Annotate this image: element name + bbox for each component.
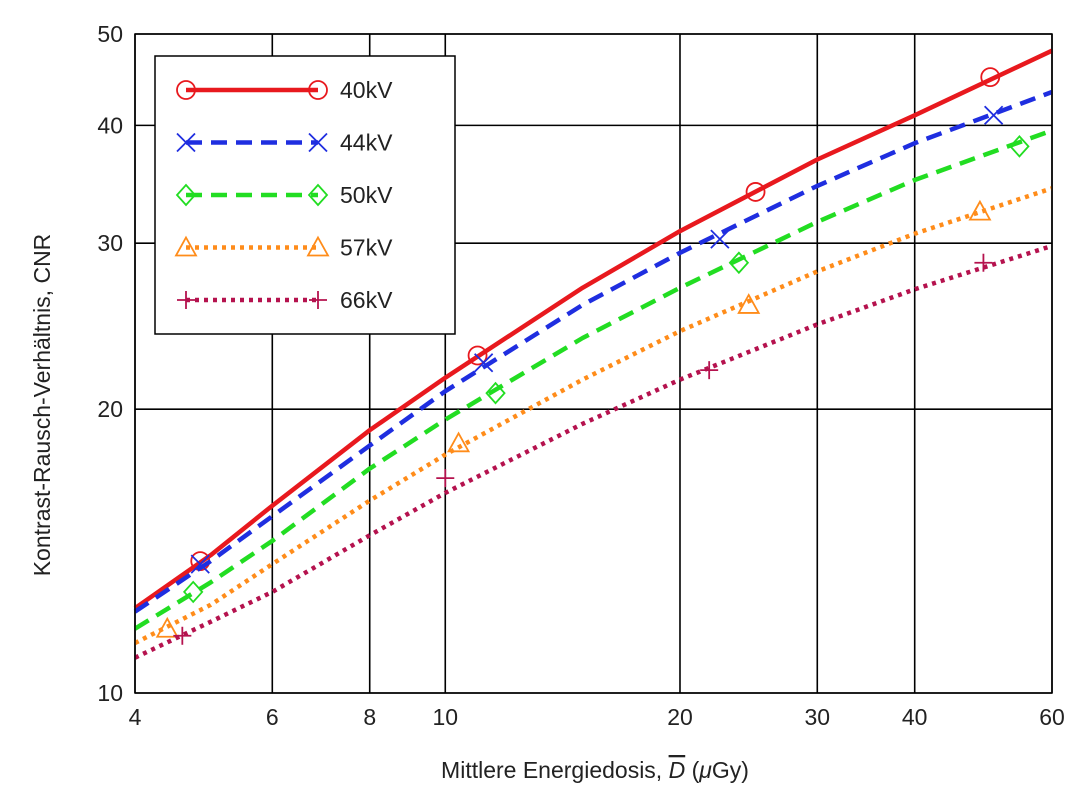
plot-frame xyxy=(134,33,1053,694)
legend-entry-40kV: 40kV xyxy=(176,77,393,103)
x-axis-title-prefix: Mittlere Energiedosis, xyxy=(441,757,669,783)
series-66kV xyxy=(134,243,1053,660)
series-57kV xyxy=(133,186,1053,646)
x-tick-label: 30 xyxy=(804,704,830,730)
series-marker-40kV xyxy=(980,67,1001,88)
x-tick-label: 20 xyxy=(667,704,693,730)
series-line-57kV xyxy=(133,186,1053,646)
legend-label: 50kV xyxy=(340,182,393,208)
legend-marker xyxy=(176,80,196,100)
y-tick-label: 50 xyxy=(97,21,123,47)
x-tick-label: 6 xyxy=(266,704,279,730)
legend-marker xyxy=(307,183,329,207)
series-line-40kV xyxy=(133,48,1053,611)
legend-label: 44kV xyxy=(340,130,393,156)
legend-marker xyxy=(306,235,330,257)
series-marker-57kV xyxy=(968,199,992,221)
series-marker-40kV xyxy=(745,182,766,202)
series-44kV xyxy=(133,89,1053,614)
x-axis-title-symbol: D xyxy=(669,757,686,783)
series-marker-50kV xyxy=(182,580,204,604)
series-marker-44kV xyxy=(190,554,210,574)
series-marker-66kV xyxy=(173,626,192,645)
legend-marker xyxy=(308,132,328,153)
series-marker-57kV xyxy=(737,293,761,314)
legend-entry-66kV: 66kV xyxy=(177,287,393,313)
x-tick-label: 8 xyxy=(363,704,376,730)
x-axis-title-open: ( xyxy=(685,757,699,783)
series-marker-50kV xyxy=(1009,135,1030,158)
series-marker-57kV xyxy=(447,431,471,453)
series-marker-40kV xyxy=(467,345,488,366)
tick-labels: 4 6 8 10 20 30 40 60 10 20 30 40 50 xyxy=(97,21,1064,730)
legend-entry-44kV: 44kV xyxy=(176,130,393,156)
series-line-50kV xyxy=(133,128,1053,631)
legend: 40kV 44kV 50kV 57kV 66kV xyxy=(154,55,456,335)
y-tick-label: 10 xyxy=(97,680,123,706)
series-marker-57kV xyxy=(155,616,179,638)
x-tick-label: 40 xyxy=(902,704,928,730)
series-line-44kV xyxy=(133,89,1053,614)
x-tick-label: 10 xyxy=(432,704,458,730)
series-50kV xyxy=(133,128,1053,631)
series-layer xyxy=(133,48,1053,660)
legend-marker xyxy=(176,132,196,153)
y-tick-label: 40 xyxy=(97,112,123,138)
legend-marker xyxy=(309,291,327,309)
legend-box xyxy=(154,55,456,335)
series-marker-44kV xyxy=(983,105,1004,125)
series-marker-44kV xyxy=(474,353,494,373)
legend-label: 40kV xyxy=(340,77,393,103)
y-tick-label: 20 xyxy=(97,396,123,422)
legend-marker xyxy=(177,291,195,309)
series-marker-66kV xyxy=(436,469,455,488)
legend-marker xyxy=(308,80,328,100)
y-tick-label: 30 xyxy=(97,230,123,256)
series-line-66kV xyxy=(134,243,1053,660)
legend-label: 66kV xyxy=(340,287,393,313)
y-axis-title: Kontrast-Rausch-Verhältnis, CNR xyxy=(29,234,55,577)
legend-entry-50kV: 50kV xyxy=(175,182,393,208)
x-axis-title: Mittlere Energiedosis, D (μGy) xyxy=(441,757,749,783)
series-marker-44kV xyxy=(710,229,730,249)
legend-marker xyxy=(174,235,198,257)
x-tick-label: 4 xyxy=(129,704,142,730)
series-marker-66kV xyxy=(700,361,719,380)
x-axis-title-unit: Gy) xyxy=(712,757,749,783)
legend-entry-57kV: 57kV xyxy=(174,235,393,261)
legend-marker xyxy=(175,183,197,207)
series-marker-50kV xyxy=(728,251,750,275)
series-marker-66kV xyxy=(974,253,993,272)
x-axis-title-mu: μ xyxy=(698,757,712,783)
legend-label: 57kV xyxy=(340,235,393,261)
x-tick-label: 60 xyxy=(1039,704,1065,730)
series-marker-50kV xyxy=(485,381,506,405)
